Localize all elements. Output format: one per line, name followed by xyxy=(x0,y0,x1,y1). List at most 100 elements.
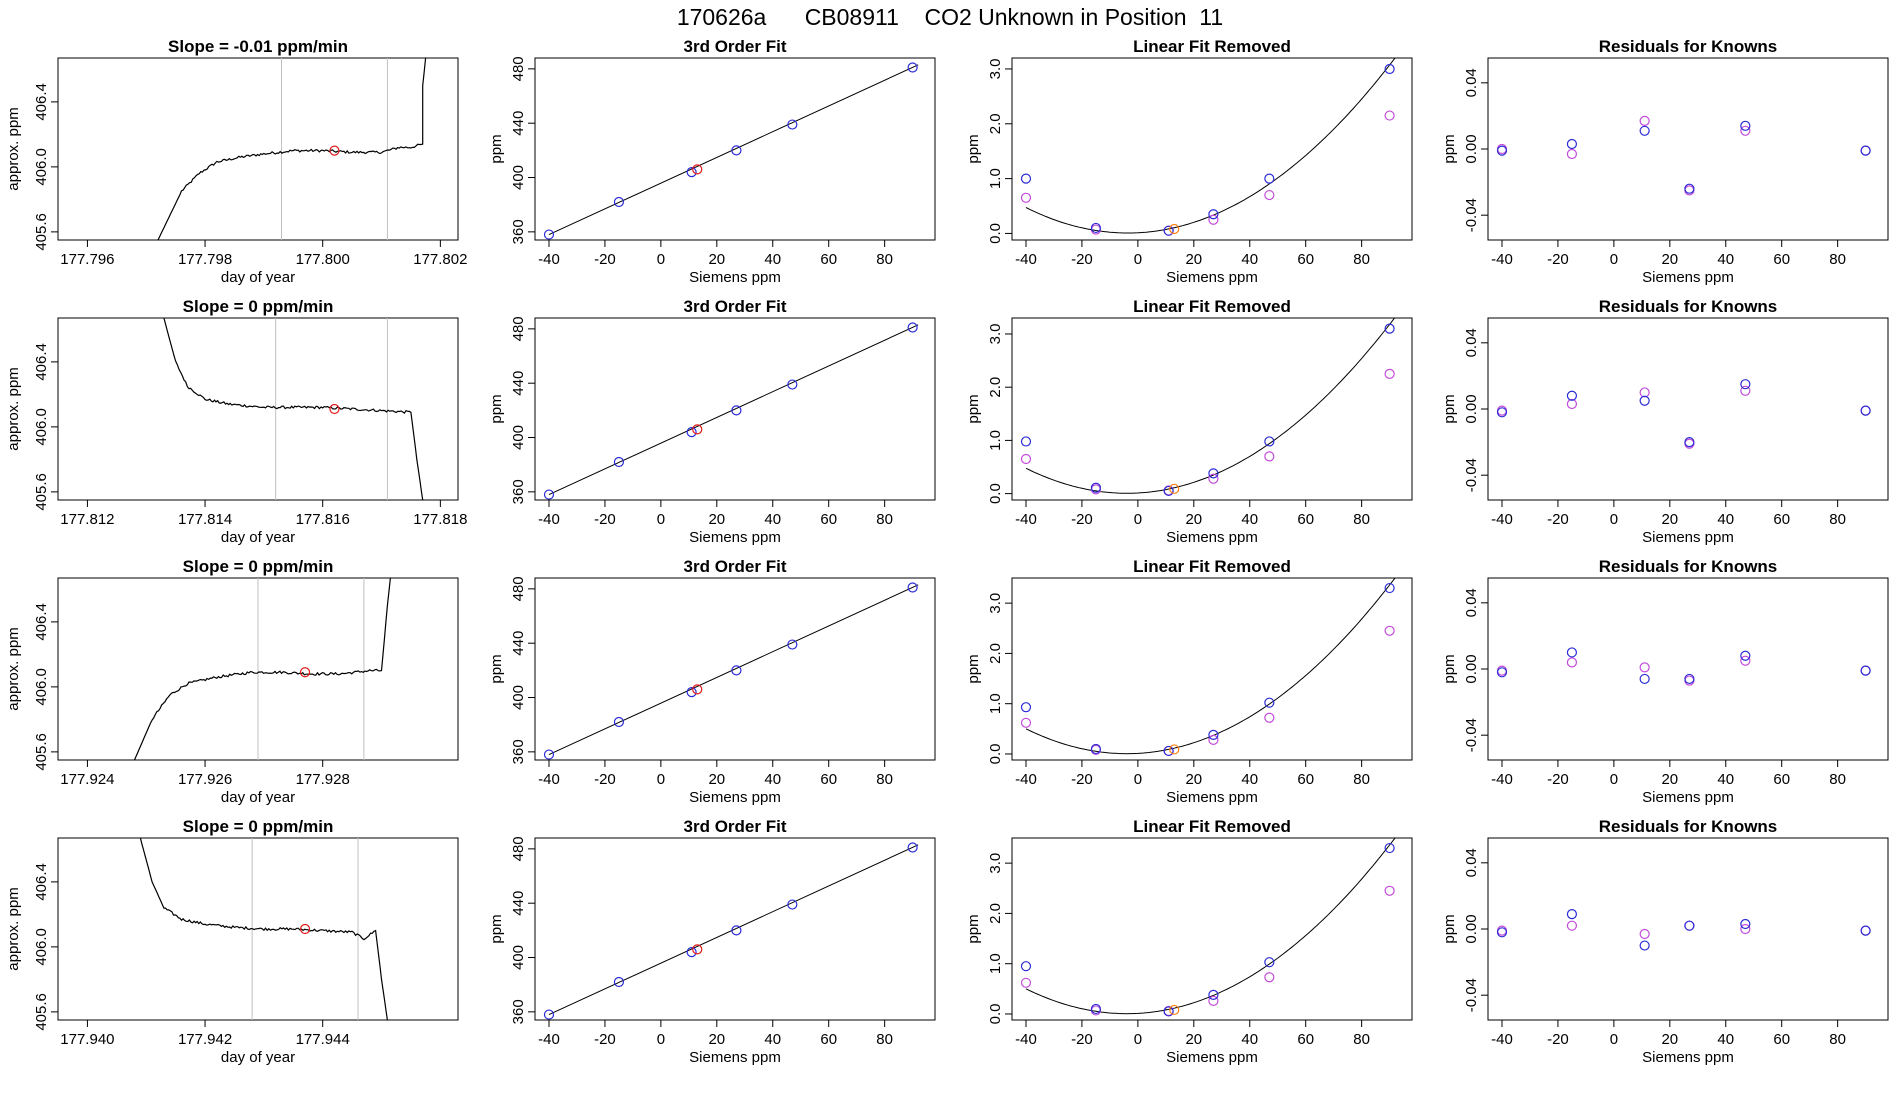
data-point-blue xyxy=(787,639,798,650)
data-point-blue xyxy=(1566,390,1578,401)
y-tick-label: 400 xyxy=(510,165,527,190)
fit-line xyxy=(548,584,919,756)
plot-frame xyxy=(534,57,936,241)
chart-title: Linear Fit Removed xyxy=(1133,297,1291,316)
fit-curve xyxy=(1025,578,1396,755)
x-axis-label: Siemens ppm xyxy=(1166,789,1258,806)
x-tick-label: 0 xyxy=(1610,251,1618,268)
x-tick-label: 0 xyxy=(657,511,665,528)
data-point-orange xyxy=(1169,223,1180,235)
x-axis-label: Siemens ppm xyxy=(689,1049,781,1066)
y-tick-label: 406.4 xyxy=(33,603,50,641)
data-point-blue xyxy=(1860,925,1871,936)
x-tick-label: -20 xyxy=(1071,1031,1093,1048)
y-tick-label: 480 xyxy=(510,576,527,601)
data-point-blue xyxy=(1090,1003,1102,1015)
data-point-blue xyxy=(1740,120,1751,131)
chart-panel-1-1: 3rd Order Fit -40 -20 0 20 40 60 80 360 400 440 480… xyxy=(488,297,936,546)
y-tick-label: 406.0 xyxy=(33,928,50,966)
plot-frame xyxy=(534,577,936,761)
x-axis-label: day of year xyxy=(221,269,295,286)
x-tick-label: 60 xyxy=(820,1031,837,1048)
x-tick-label: 40 xyxy=(1717,251,1734,268)
data-point-blue xyxy=(686,946,697,958)
y-tick-label: 0.00 xyxy=(1463,914,1480,943)
x-tick-label: 177.798 xyxy=(178,251,232,268)
x-tick-label: 177.802 xyxy=(413,251,467,268)
y-tick-label: 405.6 xyxy=(33,993,50,1031)
data-point-blue xyxy=(907,62,918,73)
plot-frame xyxy=(57,317,459,501)
data-point-orange xyxy=(1169,483,1180,494)
plot-area xyxy=(543,582,919,760)
x-tick-label: -20 xyxy=(1547,251,1569,268)
y-tick-label: -0.04 xyxy=(1463,718,1480,752)
x-tick-label: 20 xyxy=(1661,1031,1678,1048)
x-tick-label: 20 xyxy=(708,771,725,788)
y-axis-label: approx. ppm xyxy=(5,887,22,970)
y-tick-label: 400 xyxy=(510,685,527,710)
data-point-blue xyxy=(1163,485,1174,497)
y-tick-label: 400 xyxy=(510,425,527,450)
y-tick-label: 400 xyxy=(510,945,527,970)
x-tick-label: 177.924 xyxy=(60,771,114,788)
x-tick-label: 20 xyxy=(708,511,725,528)
x-tick-label: -20 xyxy=(594,771,616,788)
data-point-blue xyxy=(1208,729,1219,740)
x-tick-label: -40 xyxy=(538,511,560,528)
plot-area xyxy=(1496,647,1871,686)
y-tick-label: 360 xyxy=(510,219,527,244)
y-tick-label: 406.4 xyxy=(33,863,50,901)
x-tick-label: 80 xyxy=(1353,511,1370,528)
chart-panel-1-2: Linear Fit Removed -40 -20 0 20 40 60 80 0.0 1.0 2… xyxy=(965,297,1413,546)
x-tick-label: 60 xyxy=(1773,511,1790,528)
data-point-blue xyxy=(1860,145,1871,156)
y-axis-label: approx. ppm xyxy=(5,367,22,450)
chart-title: Residuals for Knowns xyxy=(1599,557,1778,576)
x-tick-label: 0 xyxy=(657,1031,665,1048)
x-tick-label: 20 xyxy=(708,1031,725,1048)
y-tick-label: 0.0 xyxy=(987,223,1004,244)
x-axis-label: Siemens ppm xyxy=(1642,1049,1734,1066)
x-tick-label: 0 xyxy=(1134,1031,1142,1048)
y-tick-label: 405.6 xyxy=(33,473,50,511)
plot-area xyxy=(543,322,919,500)
data-point-blue xyxy=(1163,745,1174,757)
data-point-blue xyxy=(613,716,625,728)
data-point-blue xyxy=(731,145,742,156)
y-axis-label: ppm xyxy=(1441,134,1458,163)
chart-title: Slope = 0 ppm/min xyxy=(183,297,334,316)
x-tick-label: -20 xyxy=(594,1031,616,1048)
x-tick-label: -40 xyxy=(1491,251,1513,268)
y-tick-label: 3.0 xyxy=(987,853,1004,874)
x-tick-label: 80 xyxy=(876,771,893,788)
x-tick-label: 177.926 xyxy=(178,771,232,788)
x-tick-label: -20 xyxy=(1071,771,1093,788)
fit-line xyxy=(548,844,919,1016)
data-point-blue xyxy=(1684,183,1695,194)
x-tick-label: 40 xyxy=(1717,1031,1734,1048)
y-axis-label: ppm xyxy=(965,654,982,683)
x-tick-label: 80 xyxy=(1829,511,1846,528)
data-point-blue xyxy=(1639,125,1650,136)
x-tick-label: 0 xyxy=(657,251,665,268)
y-tick-label: 1.0 xyxy=(987,168,1004,189)
x-tick-label: 177.814 xyxy=(178,511,232,528)
x-tick-label: 60 xyxy=(1297,1031,1314,1048)
x-axis-label: day of year xyxy=(221,1049,295,1066)
chart-title: Linear Fit Removed xyxy=(1133,557,1291,576)
x-tick-label: 60 xyxy=(1773,251,1790,268)
plot-area xyxy=(1496,379,1871,449)
data-point-blue xyxy=(1264,436,1275,447)
data-point-blue xyxy=(1639,673,1650,685)
data-trace xyxy=(133,578,391,760)
y-axis-label: ppm xyxy=(488,394,505,423)
y-tick-label: 0.00 xyxy=(1463,394,1480,423)
data-point-blue xyxy=(1163,225,1174,236)
x-tick-label: 40 xyxy=(1241,511,1258,528)
data-point-magenta xyxy=(1566,657,1578,668)
plot-area xyxy=(1020,838,1396,1017)
chart-panel-3-1: 3rd Order Fit -40 -20 0 20 40 60 80 360 400 440 480… xyxy=(488,817,936,1066)
x-tick-label: 20 xyxy=(1185,1031,1202,1048)
